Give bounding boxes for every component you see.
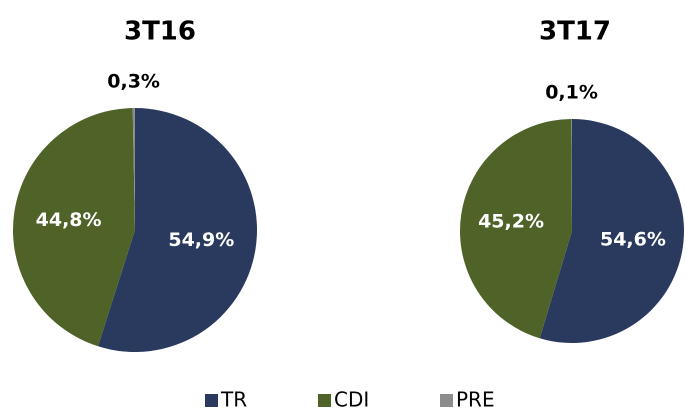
legend-label: TR [220,388,247,412]
data-label: 44,8% [36,209,102,231]
data-label: 0,1% [545,82,598,104]
legend-label: CDI [334,388,369,412]
pie-slice [460,119,572,339]
legend-label: PRE [456,388,495,412]
data-label: 54,9% [168,229,234,251]
legend-swatch [205,394,218,407]
chart-title: 3T16 [124,17,196,47]
legend-swatch [318,394,331,407]
pie-slice [132,108,135,230]
pie-slice [98,108,257,353]
pie-slice [571,119,572,231]
data-label: 54,6% [600,228,666,250]
pie-slice [539,119,685,343]
data-label: 45,2% [478,211,544,233]
pie-slice [13,108,135,347]
chart-title: 3T17 [539,17,611,47]
data-label: 0,3% [107,71,160,93]
legend-swatch [440,394,453,407]
